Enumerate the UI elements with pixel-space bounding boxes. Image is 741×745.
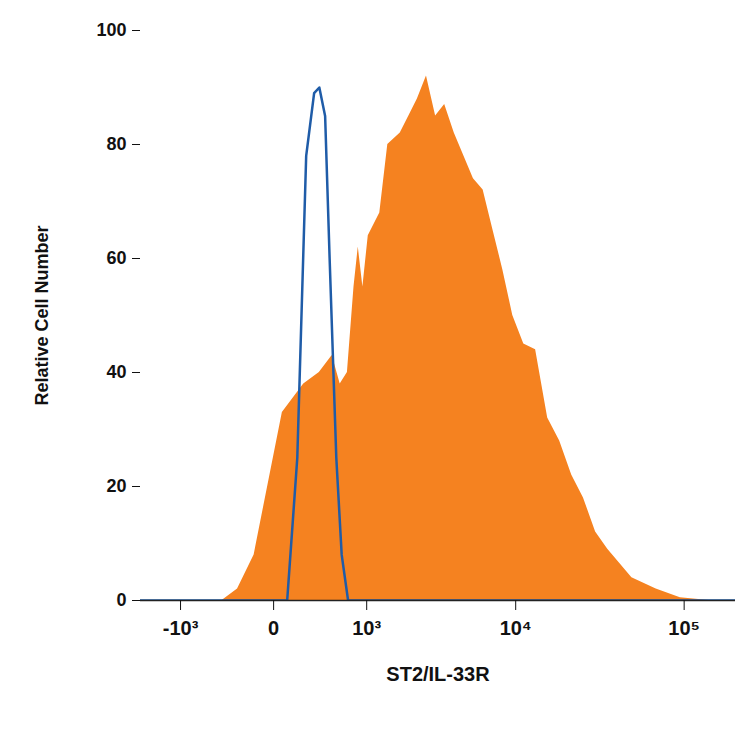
svg-text:80: 80 <box>106 134 126 154</box>
svg-text:60: 60 <box>106 248 126 268</box>
svg-text:Relative Cell Number: Relative Cell Number <box>32 225 52 405</box>
svg-text:-10³: -10³ <box>163 617 199 639</box>
svg-text:0: 0 <box>116 590 126 610</box>
svg-text:10⁴: 10⁴ <box>500 617 532 639</box>
svg-text:20: 20 <box>106 476 126 496</box>
svg-text:0: 0 <box>268 617 279 639</box>
svg-text:10³: 10³ <box>352 617 381 639</box>
svg-text:ST2/IL-33R: ST2/IL-33R <box>386 663 490 685</box>
svg-text:10⁵: 10⁵ <box>668 617 700 639</box>
svg-text:100: 100 <box>96 20 126 40</box>
svg-text:40: 40 <box>106 362 126 382</box>
